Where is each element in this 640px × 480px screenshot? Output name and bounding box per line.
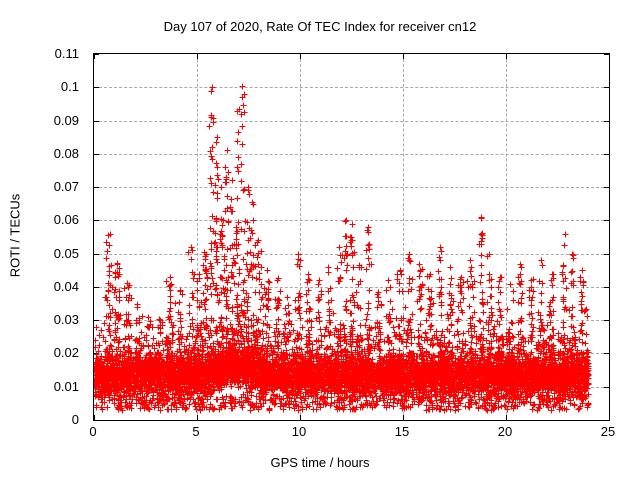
y-axis-tick-label: 0.06 bbox=[53, 212, 79, 228]
gridline-vertical bbox=[403, 54, 404, 420]
gridline-vertical bbox=[197, 54, 198, 420]
y-axis-tick-right bbox=[604, 220, 609, 222]
x-axis-tick-bottom bbox=[94, 415, 95, 420]
y-axis-title: ROTI / TECUs bbox=[7, 193, 23, 278]
x-axis-tick-labels: 0 5 10 15 20 25 bbox=[89, 424, 615, 444]
gridline-horizontal bbox=[94, 220, 609, 222]
plot-frame bbox=[93, 53, 610, 421]
y-axis-tick-label: 0 bbox=[71, 412, 79, 427]
page-title: Day 107 of 2020, Rate Of TEC Index for r… bbox=[163, 19, 477, 34]
y-axis-tick-label: 0.03 bbox=[53, 312, 79, 328]
data-points-layer bbox=[94, 83, 592, 414]
y-axis-tick-label: 0.05 bbox=[53, 245, 79, 261]
y-axis-tick-left bbox=[94, 153, 99, 155]
y-axis-tick-label: 0.01 bbox=[53, 378, 79, 394]
x-axis-tick-label: 15 bbox=[394, 424, 410, 439]
x-axis-tick-top bbox=[506, 54, 507, 59]
y-axis-tick-left bbox=[94, 54, 99, 55]
x-axis-tick-label: 5 bbox=[192, 424, 200, 439]
y-axis-tick-label: 0.02 bbox=[53, 345, 79, 361]
x-axis-tick-bottom bbox=[300, 415, 301, 420]
y-axis-tick-right bbox=[604, 320, 609, 322]
gridline-horizontal bbox=[94, 286, 609, 288]
x-axis-title: GPS time / hours bbox=[270, 455, 370, 470]
gridline-horizontal bbox=[94, 120, 609, 122]
gridline-horizontal bbox=[94, 153, 609, 155]
y-axis-tick-left bbox=[94, 187, 99, 189]
y-axis-tick-label: 0.09 bbox=[53, 112, 79, 128]
y-axis-tick-left bbox=[94, 320, 99, 322]
gridline-horizontal bbox=[94, 320, 609, 322]
y-axis-tick-right bbox=[604, 286, 609, 288]
x-axis-tick-top bbox=[403, 54, 404, 59]
y-axis-tick-labels: 0 0.01 0.02 0.03 0.04 0.05 0.06 0.07 0.08 0.09 0.1… bbox=[0, 47, 86, 426]
y-axis-tick-label: 0.08 bbox=[53, 145, 79, 161]
y-axis-tick-left bbox=[94, 286, 99, 288]
scatter-markers bbox=[94, 83, 592, 414]
y-axis-tick-left bbox=[94, 87, 99, 89]
y-axis-tick-right bbox=[604, 87, 609, 89]
y-axis-tick-right bbox=[604, 253, 609, 255]
y-axis-tick-right bbox=[604, 187, 609, 189]
x-axis-tick-bottom bbox=[403, 415, 404, 420]
x-axis-tick-bottom bbox=[197, 415, 198, 420]
gridline-horizontal bbox=[94, 87, 609, 89]
x-axis-tick-bottom bbox=[506, 415, 507, 420]
y-axis-tick-right bbox=[604, 386, 609, 388]
y-axis-tick-right bbox=[604, 153, 609, 155]
x-axis-tick-top bbox=[94, 54, 95, 59]
plot-area bbox=[94, 54, 609, 420]
gridline-vertical bbox=[300, 54, 301, 420]
gridline-vertical bbox=[506, 54, 507, 420]
x-axis-tick-top bbox=[300, 54, 301, 59]
x-axis-tick-label: 0 bbox=[89, 424, 97, 439]
y-axis-tick-label: 0.11 bbox=[54, 46, 79, 61]
y-axis-tick-left bbox=[94, 220, 99, 222]
y-axis-tick-right bbox=[604, 353, 609, 355]
y-axis-tick-right bbox=[604, 54, 609, 55]
x-axis-tick-label: 20 bbox=[497, 424, 513, 439]
x-axis-tick-label: 25 bbox=[600, 424, 616, 439]
y-axis-tick-label: 0.07 bbox=[53, 179, 79, 195]
y-axis-tick-left bbox=[94, 120, 99, 122]
y-axis-tick-label: 0.1 bbox=[60, 79, 79, 95]
gridline-horizontal bbox=[94, 187, 609, 189]
y-axis-tick-label: 0.04 bbox=[53, 278, 79, 294]
x-axis-tick-top bbox=[197, 54, 198, 59]
y-axis-tick-left bbox=[94, 253, 99, 255]
x-axis-tick-label: 10 bbox=[291, 424, 307, 439]
y-axis-tick-right bbox=[604, 120, 609, 122]
